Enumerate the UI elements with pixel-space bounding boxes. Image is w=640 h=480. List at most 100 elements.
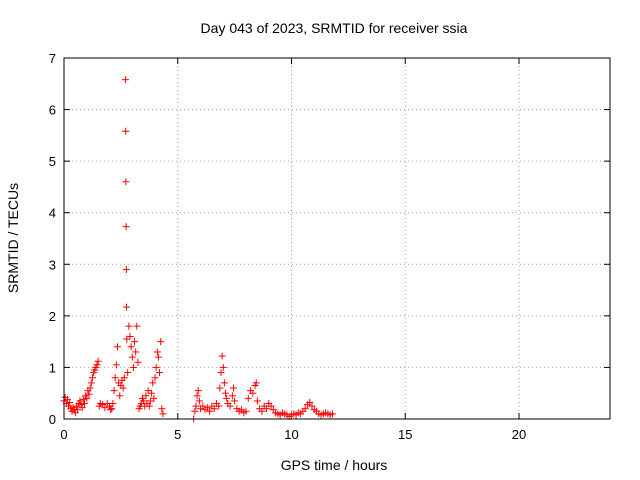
y-tick-label: 6 bbox=[49, 103, 56, 118]
data-point bbox=[242, 407, 250, 415]
data-point bbox=[267, 402, 275, 410]
data-point bbox=[301, 405, 309, 413]
data-point bbox=[145, 402, 153, 410]
data-point bbox=[149, 379, 157, 387]
data-point bbox=[109, 400, 117, 408]
data-point bbox=[217, 369, 225, 377]
data-point bbox=[79, 395, 87, 403]
data-point bbox=[127, 343, 135, 351]
data-point bbox=[252, 379, 260, 387]
data-point bbox=[85, 390, 93, 398]
data-point bbox=[154, 353, 162, 361]
data-point bbox=[199, 402, 207, 410]
data-points bbox=[60, 76, 336, 423]
data-point bbox=[94, 357, 102, 365]
data-point bbox=[131, 338, 139, 346]
data-point bbox=[219, 363, 227, 371]
data-point bbox=[113, 343, 121, 351]
data-point bbox=[110, 387, 118, 395]
data-point bbox=[253, 397, 261, 405]
data-point bbox=[150, 394, 158, 402]
data-point bbox=[308, 402, 316, 410]
data-point bbox=[128, 353, 136, 361]
data-point bbox=[151, 374, 159, 382]
data-point bbox=[328, 410, 336, 418]
data-point bbox=[159, 410, 167, 418]
data-point bbox=[210, 405, 218, 413]
data-point bbox=[116, 392, 124, 400]
data-point bbox=[193, 392, 201, 400]
data-point bbox=[125, 322, 133, 330]
data-point bbox=[119, 384, 127, 392]
data-point bbox=[93, 361, 101, 369]
y-tick-label: 7 bbox=[49, 51, 56, 66]
data-point bbox=[122, 223, 130, 231]
data-point bbox=[124, 369, 132, 377]
data-point bbox=[132, 348, 140, 356]
data-point bbox=[226, 402, 234, 410]
data-point bbox=[152, 363, 160, 371]
data-point bbox=[77, 401, 85, 409]
data-point bbox=[229, 384, 237, 392]
data-point bbox=[107, 406, 115, 414]
data-point bbox=[249, 389, 257, 397]
data-point bbox=[66, 398, 74, 406]
data-point bbox=[148, 389, 156, 397]
y-tick-label: 4 bbox=[49, 206, 56, 221]
data-point bbox=[122, 178, 130, 186]
data-point bbox=[228, 392, 236, 400]
data-point bbox=[134, 358, 142, 366]
data-point bbox=[78, 404, 86, 412]
data-point bbox=[74, 406, 82, 414]
data-point bbox=[123, 303, 131, 311]
y-tick-label: 3 bbox=[49, 257, 56, 272]
data-point bbox=[76, 397, 84, 405]
data-point bbox=[158, 405, 166, 413]
data-point bbox=[157, 338, 165, 346]
data-point bbox=[258, 407, 266, 415]
data-point bbox=[223, 394, 231, 402]
data-point bbox=[244, 394, 252, 402]
data-point bbox=[126, 332, 134, 340]
data-point bbox=[218, 352, 226, 360]
data-point bbox=[122, 127, 130, 135]
y-tick-label: 1 bbox=[49, 360, 56, 375]
x-tick-label: 15 bbox=[398, 427, 412, 442]
data-point bbox=[101, 404, 109, 412]
data-point bbox=[129, 363, 137, 371]
y-tick-label: 0 bbox=[49, 412, 56, 427]
data-point bbox=[111, 374, 119, 382]
data-point bbox=[80, 400, 88, 408]
data-point bbox=[215, 402, 223, 410]
data-point bbox=[83, 394, 91, 402]
data-point bbox=[122, 265, 130, 273]
data-point bbox=[203, 404, 211, 412]
data-point bbox=[153, 348, 161, 356]
x-axis-label: GPS time / hours bbox=[281, 457, 388, 473]
y-tick-label: 5 bbox=[49, 154, 56, 169]
x-tick-label: 10 bbox=[284, 427, 298, 442]
x-tick-label: 20 bbox=[512, 427, 526, 442]
data-point bbox=[306, 398, 314, 406]
data-point bbox=[195, 397, 203, 405]
data-point bbox=[156, 369, 164, 377]
y-tick-label: 2 bbox=[49, 309, 56, 324]
data-point bbox=[88, 374, 96, 382]
data-point bbox=[142, 392, 150, 400]
data-point bbox=[194, 387, 202, 395]
data-point bbox=[231, 397, 239, 405]
data-point bbox=[112, 361, 120, 369]
plot-frame bbox=[63, 57, 611, 420]
data-point bbox=[86, 384, 94, 392]
data-point bbox=[133, 322, 141, 330]
x-tick-label: 0 bbox=[60, 427, 67, 442]
data-point bbox=[206, 407, 214, 415]
chart-title: Day 043 of 2023, SRMTID for receiver ssi… bbox=[201, 20, 468, 36]
data-point bbox=[220, 379, 228, 387]
data-point bbox=[121, 76, 129, 84]
grid bbox=[64, 58, 610, 419]
y-axis-label: SRMTID / TECUs bbox=[5, 183, 21, 293]
data-point bbox=[191, 407, 199, 415]
data-point bbox=[87, 379, 95, 387]
